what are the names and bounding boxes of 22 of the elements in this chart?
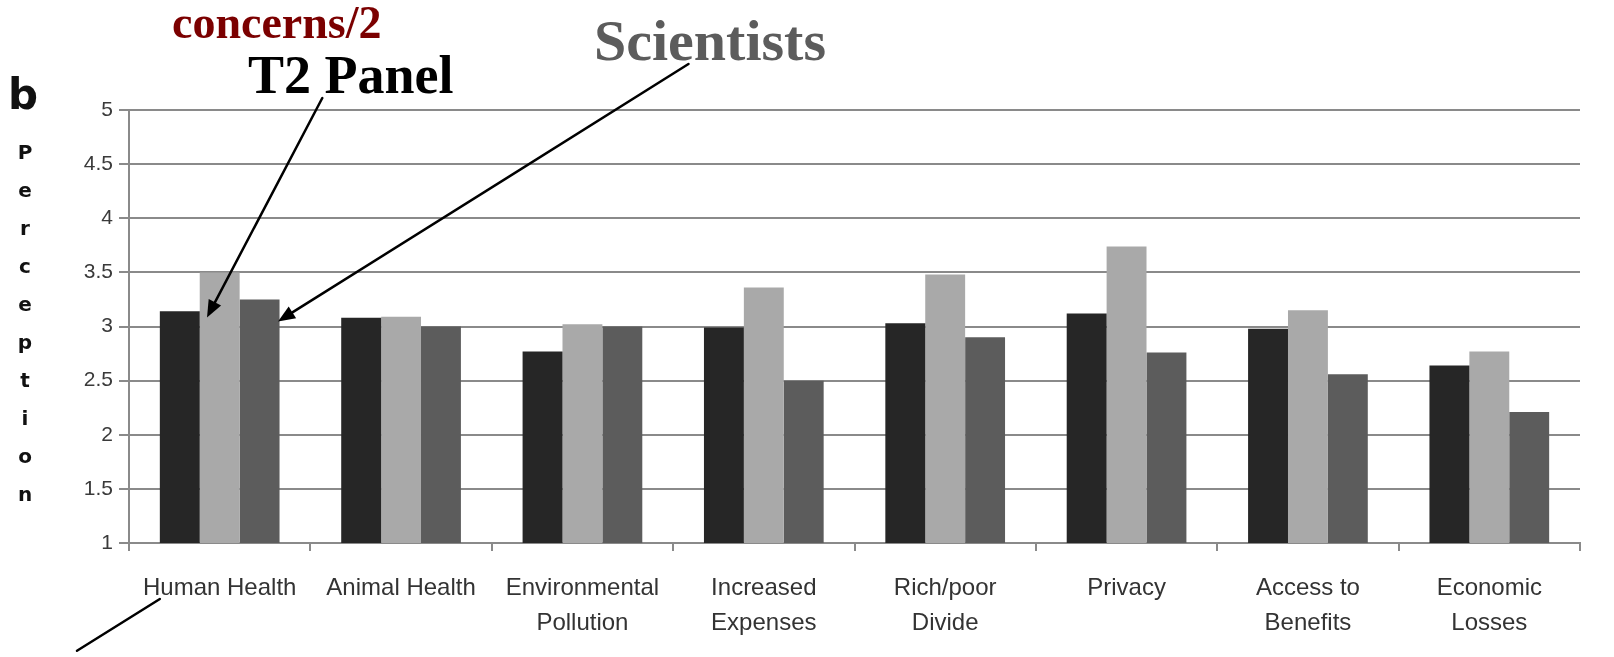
y-tick-label: 1.5 — [83, 475, 113, 499]
x-tick-label: Environmental Pollution — [505, 573, 660, 636]
x-tick-label: Human Health — [142, 573, 297, 601]
y-tick-label: 4 — [101, 205, 114, 229]
x-tick-label: Animal Health — [326, 573, 476, 601]
text: T2 Panel — [248, 45, 454, 105]
x-tick-label: Rich/poor Divide — [893, 573, 997, 636]
y-tick-label: 1 — [101, 529, 113, 553]
chart-title: concerns/2 — [172, 0, 382, 48]
y-tick-label: 4.5 — [83, 150, 113, 174]
y-axis-title: Perception — [13, 140, 37, 520]
text: b — [8, 70, 39, 119]
text: Scientists — [594, 8, 826, 73]
y-tick-label: 5 — [101, 96, 113, 120]
y-tick-label: 3 — [101, 313, 113, 337]
x-tick-label: Increased Expenses — [711, 573, 817, 636]
y-tick-label: 2.5 — [83, 367, 113, 391]
x-tick-label: Privacy — [1087, 573, 1166, 601]
y-tick-label: 3.5 — [83, 259, 113, 283]
x-tick-label: Access to Benefits — [1255, 573, 1360, 636]
y-tick-label: 2 — [101, 421, 113, 445]
x-tick-label: Economic Losses — [1436, 573, 1542, 636]
